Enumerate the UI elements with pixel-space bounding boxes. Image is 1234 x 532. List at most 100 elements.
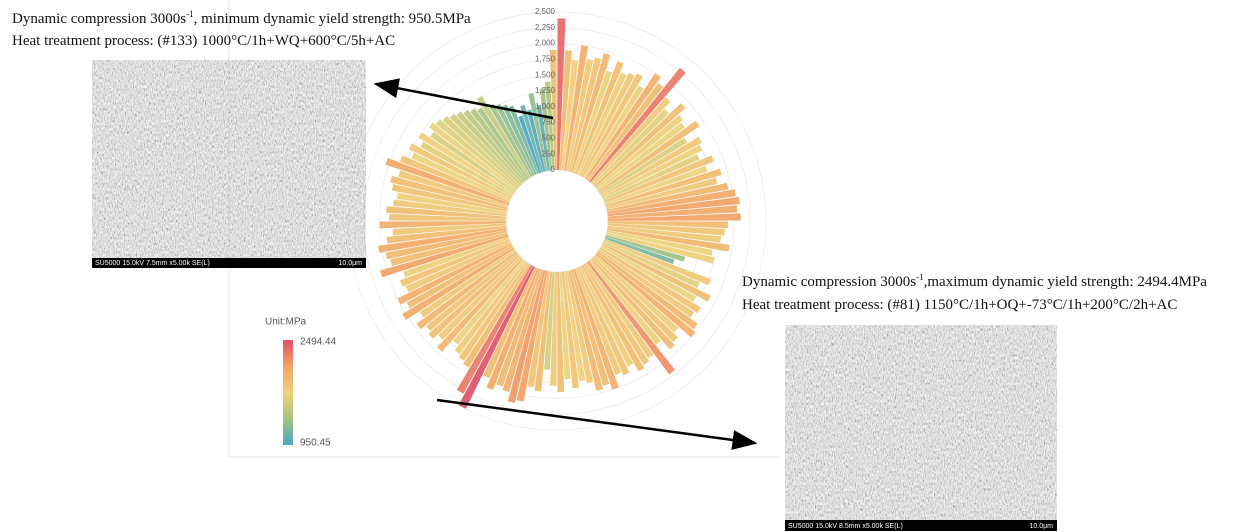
legend-title: Unit:MPa bbox=[265, 317, 307, 328]
bar bbox=[607, 223, 725, 236]
grid-circle bbox=[379, 43, 735, 399]
bar bbox=[438, 256, 522, 340]
bar bbox=[595, 252, 696, 338]
superscript: -1 bbox=[916, 272, 924, 282]
bar bbox=[391, 184, 508, 212]
bar bbox=[557, 18, 566, 171]
bar bbox=[593, 103, 686, 188]
bar bbox=[605, 234, 686, 262]
bar bbox=[392, 223, 507, 236]
bar bbox=[397, 243, 513, 305]
bar bbox=[607, 205, 738, 219]
bar bbox=[568, 57, 602, 172]
bar bbox=[456, 264, 533, 394]
bar bbox=[429, 122, 518, 191]
bar bbox=[600, 136, 702, 197]
bar bbox=[581, 73, 643, 178]
bar bbox=[420, 141, 514, 197]
bar bbox=[593, 254, 679, 333]
y-tick-label: 250 bbox=[542, 149, 556, 158]
bar bbox=[449, 113, 522, 186]
bar bbox=[385, 158, 510, 206]
sem-image-2: SU5000 15.0kV 8.5mm x5.00k SE(L) 10.0μm bbox=[785, 325, 1057, 531]
bar bbox=[403, 236, 510, 278]
bar bbox=[489, 103, 533, 178]
bar bbox=[568, 270, 603, 391]
y-tick-label: 1,500 bbox=[535, 70, 556, 79]
bar bbox=[590, 257, 675, 350]
bar bbox=[606, 230, 713, 256]
bar bbox=[599, 137, 688, 195]
bar bbox=[579, 72, 635, 177]
legend-min: 950.45 bbox=[300, 438, 331, 449]
bar bbox=[572, 268, 619, 390]
bar bbox=[575, 267, 622, 376]
bar bbox=[453, 259, 526, 345]
bar bbox=[390, 175, 508, 210]
bar bbox=[477, 107, 529, 180]
annotation-1: Dynamic compression 3000s-1, minimum dyn… bbox=[12, 9, 471, 28]
bar bbox=[581, 264, 645, 372]
bar bbox=[598, 120, 700, 193]
bar bbox=[604, 236, 675, 265]
bar bbox=[607, 221, 729, 229]
bar bbox=[477, 96, 531, 179]
bar bbox=[570, 269, 610, 386]
bar bbox=[436, 257, 524, 352]
bar bbox=[557, 271, 565, 393]
bar bbox=[392, 199, 507, 217]
y-tick-label: 1,000 bbox=[535, 102, 556, 111]
grid-circle bbox=[442, 106, 672, 336]
bar bbox=[603, 241, 700, 288]
bar bbox=[390, 232, 508, 267]
bar bbox=[577, 267, 630, 376]
bar bbox=[502, 269, 544, 392]
grid-circle bbox=[473, 137, 641, 305]
bar bbox=[463, 263, 531, 368]
bar bbox=[588, 67, 686, 183]
text: , minimum dynamic yield strength: 950.5M… bbox=[193, 11, 471, 27]
bar bbox=[536, 104, 551, 171]
bar bbox=[559, 271, 571, 380]
superscript: -1 bbox=[186, 9, 194, 19]
bar bbox=[527, 271, 551, 388]
bar bbox=[399, 239, 511, 287]
bar bbox=[507, 270, 546, 404]
bar bbox=[606, 232, 715, 264]
bar bbox=[585, 262, 654, 359]
bar bbox=[566, 270, 594, 384]
bar bbox=[607, 227, 730, 252]
bar bbox=[603, 239, 712, 286]
bar bbox=[518, 115, 542, 174]
bar bbox=[516, 270, 548, 402]
bar bbox=[550, 271, 557, 386]
grid-circle bbox=[410, 74, 704, 368]
bar bbox=[603, 155, 715, 203]
bar bbox=[603, 154, 700, 201]
bar bbox=[601, 144, 703, 199]
annotation-2: Dynamic compression 3000s-1,maximum dyna… bbox=[742, 272, 1207, 291]
bar bbox=[596, 251, 698, 330]
bar bbox=[399, 155, 511, 203]
bar bbox=[596, 122, 685, 191]
bar bbox=[534, 271, 553, 392]
bar bbox=[592, 109, 669, 186]
grid-circle bbox=[363, 27, 751, 415]
arrow bbox=[436, 398, 758, 450]
bar bbox=[426, 252, 519, 332]
bar bbox=[606, 182, 729, 212]
bar bbox=[411, 152, 511, 201]
legend-gradient bbox=[283, 340, 293, 445]
legend-max: 2494.44 bbox=[300, 337, 337, 348]
bar bbox=[583, 263, 650, 365]
bar bbox=[379, 221, 507, 229]
bar bbox=[458, 265, 535, 409]
grid-circle bbox=[426, 90, 688, 352]
bar bbox=[599, 247, 701, 314]
text: Dynamic compression 3000s bbox=[12, 11, 187, 27]
bar bbox=[561, 271, 580, 389]
bar bbox=[561, 60, 579, 171]
bar bbox=[590, 97, 671, 185]
